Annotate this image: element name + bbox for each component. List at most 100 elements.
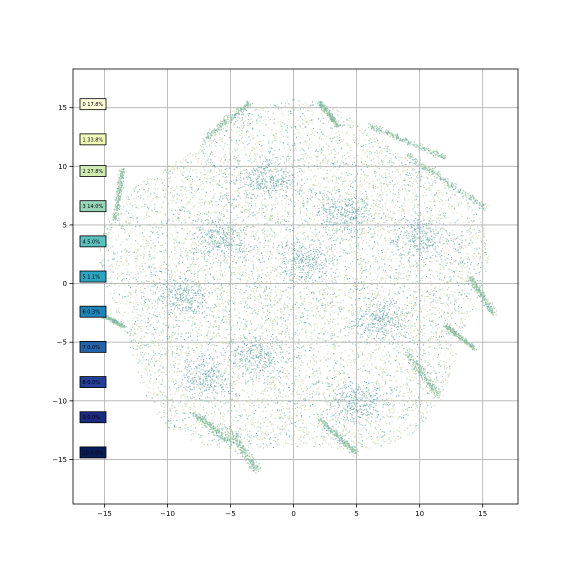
data-point (358, 255, 360, 257)
data-point (436, 327, 438, 329)
data-point (152, 232, 154, 234)
data-point (205, 177, 207, 179)
data-point (456, 302, 458, 304)
data-point (319, 204, 321, 206)
data-point (450, 197, 452, 199)
data-point (357, 396, 359, 398)
data-point (250, 232, 253, 234)
data-point (381, 319, 383, 321)
data-point (112, 251, 114, 253)
data-point (254, 194, 256, 197)
data-point (386, 274, 388, 276)
data-point (298, 193, 300, 195)
data-point (237, 322, 239, 324)
data-point (210, 169, 212, 171)
data-point (185, 352, 187, 354)
data-point (337, 388, 339, 391)
data-point (274, 193, 276, 195)
data-point (418, 323, 420, 325)
data-point (461, 231, 463, 233)
data-point (415, 267, 417, 269)
data-point (334, 412, 337, 414)
data-point (370, 357, 372, 359)
data-point (368, 211, 370, 213)
data-point (323, 201, 325, 203)
data-point (410, 255, 412, 257)
data-point (307, 200, 309, 202)
data-point (288, 103, 290, 105)
data-point (417, 380, 419, 382)
data-point (110, 223, 112, 225)
data-point (432, 183, 434, 185)
data-point (247, 360, 250, 362)
data-point (380, 236, 382, 238)
data-point (400, 367, 402, 369)
data-point (325, 330, 327, 333)
data-point (245, 414, 248, 416)
data-point (288, 114, 290, 116)
data-point (363, 259, 365, 261)
data-point (242, 142, 244, 145)
data-point (388, 416, 390, 418)
data-point (291, 108, 293, 110)
data-point (434, 378, 436, 381)
data-point (407, 385, 409, 387)
data-point (311, 403, 313, 405)
data-point (185, 156, 187, 158)
data-point (295, 248, 297, 250)
data-point (320, 150, 322, 152)
data-point (302, 419, 304, 421)
data-point (397, 418, 399, 420)
data-point (419, 364, 421, 366)
data-point (331, 287, 333, 289)
data-point (229, 182, 231, 184)
data-point (230, 340, 232, 342)
data-point (218, 408, 220, 410)
data-point (211, 173, 213, 175)
data-point (424, 308, 426, 310)
data-point (189, 199, 191, 201)
data-point (331, 128, 333, 130)
data-point (135, 226, 137, 228)
data-point (427, 314, 429, 316)
data-point (230, 316, 232, 318)
data-point (402, 320, 404, 322)
data-point (418, 289, 420, 291)
data-point (177, 358, 179, 360)
data-point (180, 222, 182, 224)
data-point (233, 123, 235, 125)
data-point (416, 225, 418, 227)
data-point (208, 226, 210, 229)
data-point (374, 258, 376, 260)
data-point (469, 310, 471, 312)
data-point (299, 419, 301, 421)
data-point (195, 293, 198, 295)
data-point (220, 196, 222, 198)
data-point (205, 269, 207, 271)
data-point (413, 169, 416, 171)
data-point (323, 273, 325, 275)
data-point (377, 186, 379, 188)
data-point (118, 234, 120, 236)
data-point (309, 324, 311, 326)
data-point (288, 158, 290, 160)
data-point (484, 252, 486, 254)
data-point (340, 235, 342, 237)
data-point (218, 371, 220, 373)
data-point (236, 325, 238, 327)
data-point (261, 325, 264, 327)
data-point (142, 282, 144, 284)
data-point (238, 238, 240, 240)
data-point (422, 349, 424, 351)
data-point (219, 278, 221, 281)
data-point (121, 298, 123, 300)
data-point (286, 216, 289, 218)
data-point (128, 219, 130, 221)
data-point (166, 338, 169, 340)
data-point (376, 306, 378, 308)
data-point (316, 131, 318, 134)
data-point (221, 320, 223, 322)
data-point (401, 328, 403, 330)
data-point (302, 283, 304, 285)
data-point (445, 265, 447, 267)
